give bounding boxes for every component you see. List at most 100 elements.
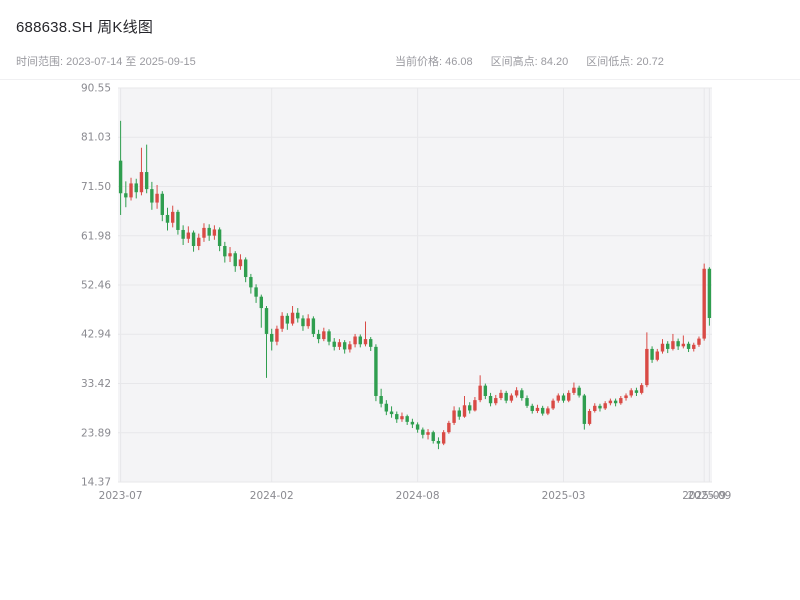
candle [707,267,712,326]
candle [160,191,164,222]
candle [280,312,284,332]
candle [655,348,659,362]
candle [144,144,149,194]
candle [301,315,305,331]
candle [499,389,503,401]
candle [535,404,540,414]
candle [353,333,357,348]
candle [514,387,519,398]
candle [181,225,185,245]
candle [285,313,290,330]
candle [436,437,441,450]
time-range-label: 时间范围: 2023-07-14 至 2025-09-15 [16,56,196,68]
candle [650,346,654,363]
candle [332,338,336,351]
candle [504,390,508,404]
candle [567,390,571,403]
candle [540,405,545,416]
candle [264,305,269,378]
candle [457,407,461,420]
candle [525,395,529,408]
candle [483,383,488,400]
current-price-stat: 当前价格: 46.08 [395,56,473,68]
header: 688638.SH 周K线图 时间范围: 2023-07-14 至 2025-0… [0,0,800,80]
candle [681,335,686,349]
candle [171,205,175,228]
candle [666,341,670,354]
candle [431,430,435,444]
candle [217,227,222,252]
candle [676,338,680,350]
candle [697,336,701,347]
range-high-stat: 区间高点: 84.20 [490,56,569,68]
y-tick-label: 61.98 [81,230,111,242]
range-low-stat: 区间低点: 20.72 [586,56,664,68]
candle [441,430,446,446]
candle [379,388,383,408]
candle [212,225,217,240]
y-tick-label: 81.03 [81,132,111,144]
candle [530,403,534,414]
candle [686,341,691,353]
y-tick-label: 33.42 [81,378,111,390]
candle [150,181,154,210]
candle [238,254,243,270]
candle [118,120,123,215]
y-tick-label: 90.55 [81,83,111,95]
candle [306,314,310,329]
kline-chart: 14.37 23.89 33.42 42.94 52.46 61.98 71.50 81.03… [81,83,732,503]
candle [468,402,472,414]
candle [186,226,191,243]
candle [473,397,477,412]
candle [639,383,644,395]
candle [671,333,675,351]
candle [316,329,321,344]
candle [488,392,493,407]
candle [582,393,587,430]
candle [348,341,352,353]
candle [608,398,613,406]
candle [176,209,180,235]
y-tick-label: 23.89 [81,427,111,439]
candle [374,344,378,402]
candle [551,398,555,410]
candle [254,284,258,303]
candle [447,420,451,434]
candle [290,305,295,326]
candle [165,207,170,231]
candle [634,387,639,396]
candle [462,395,467,418]
candle [228,247,232,263]
x-tick-label: 2025-03 [542,490,586,502]
candle [645,332,649,388]
candle [603,401,607,410]
candle [509,393,514,403]
y-tick-label: 42.94 [81,329,111,341]
y-tick-label: 71.50 [81,181,111,193]
x-axis-labels: 2023-07 2024-02 2024-08 2025-03 2025-092025-… [99,490,732,502]
candle [415,422,420,433]
candle [358,334,362,348]
candle [223,241,227,263]
candle [322,327,326,342]
y-tick-label: 52.46 [81,280,111,292]
candle [342,340,347,354]
page-title: 688638.SH 周K线图 [16,19,154,36]
y-tick-label: 14.37 [81,477,111,489]
y-axis-labels: 14.37 23.89 33.42 42.94 52.46 61.98 71.50 81.03… [81,83,111,489]
candle [296,308,300,323]
candle [384,400,389,416]
candle [197,233,201,251]
candle [572,382,576,395]
candle [400,412,404,422]
candle [270,328,274,351]
candle [598,403,602,412]
candle [410,418,415,429]
candle [452,406,456,425]
candle [129,177,133,201]
candle [421,427,425,439]
candle [478,375,482,403]
x-tick-label: 2025-09 [687,490,731,502]
candle [191,230,196,252]
candle [577,385,581,398]
